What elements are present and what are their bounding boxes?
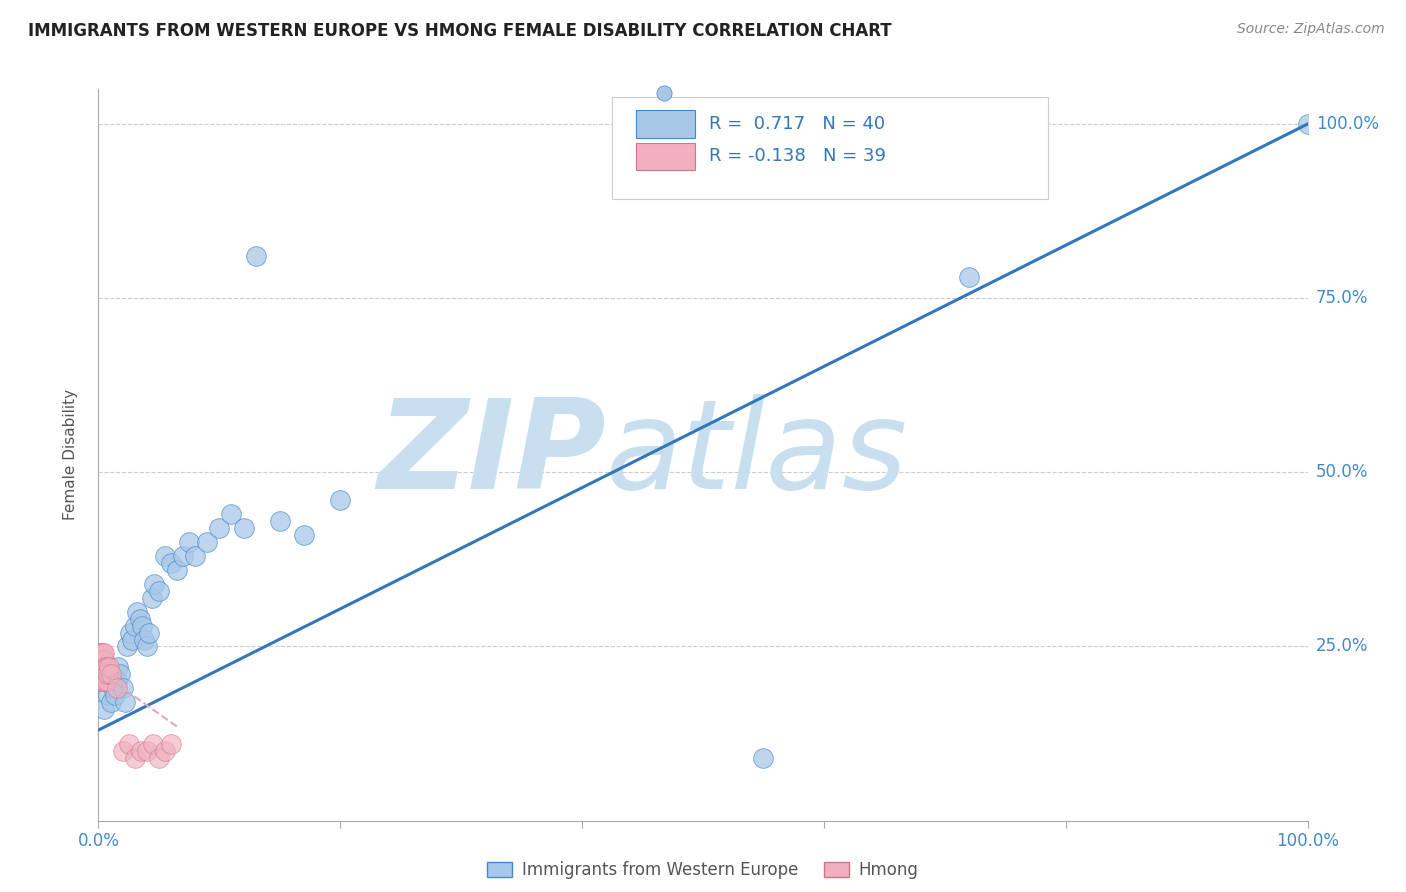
- Point: [160, 737, 183, 751]
- Point: [138, 625, 160, 640]
- Text: 75.0%: 75.0%: [1316, 289, 1368, 307]
- Point: [93, 674, 115, 689]
- Point: [101, 681, 124, 696]
- Point: [93, 660, 115, 674]
- Point: [153, 549, 176, 563]
- Point: [195, 535, 218, 549]
- Point: [90, 667, 112, 681]
- Point: [135, 640, 157, 654]
- Point: [93, 667, 115, 681]
- Point: [118, 737, 141, 751]
- Text: ZIP: ZIP: [378, 394, 606, 516]
- Point: [91, 660, 114, 674]
- Point: [100, 667, 122, 681]
- Point: [121, 632, 143, 647]
- Point: [93, 647, 115, 661]
- Point: [245, 249, 267, 263]
- Text: 100.0%: 100.0%: [1316, 115, 1379, 133]
- Point: [91, 653, 114, 667]
- Point: [143, 576, 166, 591]
- FancyBboxPatch shape: [637, 143, 695, 170]
- Point: [111, 681, 134, 696]
- FancyBboxPatch shape: [612, 96, 1047, 199]
- Point: [94, 660, 117, 674]
- Text: atlas: atlas: [606, 394, 908, 516]
- Point: [108, 667, 131, 681]
- Point: [96, 674, 118, 689]
- Point: [135, 744, 157, 758]
- Point: [124, 618, 146, 632]
- Point: [124, 751, 146, 765]
- Point: [89, 674, 111, 689]
- Point: [232, 521, 254, 535]
- Point: [90, 674, 112, 689]
- Point: [89, 647, 111, 661]
- Point: [107, 660, 129, 674]
- FancyBboxPatch shape: [637, 111, 695, 138]
- Point: [1296, 117, 1319, 131]
- Point: [329, 493, 352, 508]
- Point: [97, 667, 120, 681]
- Point: [105, 674, 128, 689]
- Point: [292, 528, 315, 542]
- Point: [131, 618, 153, 632]
- Point: [91, 653, 114, 667]
- Point: [91, 674, 114, 689]
- Point: [105, 681, 128, 696]
- Point: [90, 647, 112, 661]
- Point: [142, 737, 165, 751]
- Text: IMMIGRANTS FROM WESTERN EUROPE VS HMONG FEMALE DISABILITY CORRELATION CHART: IMMIGRANTS FROM WESTERN EUROPE VS HMONG …: [28, 22, 891, 40]
- Point: [172, 549, 194, 563]
- Point: [208, 521, 231, 535]
- Point: [269, 514, 291, 528]
- Y-axis label: Female Disability: Female Disability: [63, 389, 77, 521]
- Point: [96, 660, 118, 674]
- Point: [91, 667, 114, 681]
- Point: [148, 583, 170, 598]
- Point: [118, 625, 141, 640]
- Text: Source: ZipAtlas.com: Source: ZipAtlas.com: [1237, 22, 1385, 37]
- Point: [177, 535, 201, 549]
- Point: [104, 688, 127, 702]
- Point: [166, 563, 188, 577]
- Point: [134, 632, 156, 647]
- Point: [148, 751, 170, 765]
- Point: [752, 751, 775, 765]
- Point: [111, 744, 134, 758]
- Point: [114, 695, 136, 709]
- Text: R = -0.138   N = 39: R = -0.138 N = 39: [709, 147, 886, 166]
- Point: [957, 270, 980, 285]
- Point: [94, 667, 117, 681]
- Point: [100, 695, 122, 709]
- Point: [184, 549, 207, 563]
- Point: [91, 660, 114, 674]
- Point: [93, 653, 115, 667]
- Point: [117, 640, 139, 654]
- Legend: Immigrants from Western Europe, Hmong: Immigrants from Western Europe, Hmong: [481, 855, 925, 886]
- Point: [652, 120, 675, 135]
- Point: [153, 744, 176, 758]
- Point: [91, 667, 114, 681]
- Text: 50.0%: 50.0%: [1316, 463, 1368, 482]
- Text: R =  0.717   N = 40: R = 0.717 N = 40: [709, 115, 886, 133]
- Point: [93, 702, 115, 716]
- Point: [91, 660, 114, 674]
- Point: [127, 605, 149, 619]
- Point: [89, 660, 111, 674]
- Point: [128, 612, 150, 626]
- Point: [91, 674, 114, 689]
- Text: 25.0%: 25.0%: [1316, 638, 1368, 656]
- Point: [141, 591, 163, 605]
- Point: [90, 653, 112, 667]
- Point: [97, 688, 120, 702]
- Point: [98, 660, 121, 674]
- Point: [91, 647, 114, 661]
- Point: [129, 744, 152, 758]
- Point: [160, 556, 183, 570]
- Point: [221, 507, 243, 521]
